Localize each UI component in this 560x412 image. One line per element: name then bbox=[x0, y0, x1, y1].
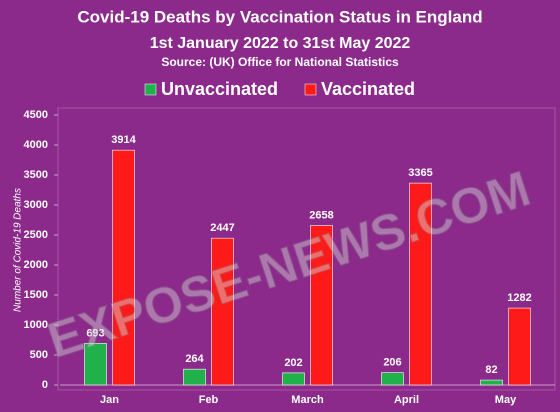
bar bbox=[310, 225, 333, 386]
bar bbox=[381, 372, 404, 386]
bar bbox=[84, 343, 107, 386]
chart-title: Covid-19 Deaths by Vaccination Status in… bbox=[77, 7, 482, 26]
bar bbox=[480, 379, 503, 386]
bar bbox=[183, 368, 206, 386]
legend-swatch bbox=[144, 83, 157, 96]
bar bbox=[409, 182, 432, 386]
data-label: 202 bbox=[284, 357, 302, 369]
data-label: 3365 bbox=[408, 167, 432, 179]
x-tick-label: May bbox=[495, 394, 517, 406]
data-label: 2447 bbox=[210, 222, 234, 234]
x-tick-label: April bbox=[394, 394, 419, 406]
data-label: 264 bbox=[185, 353, 204, 365]
y-tick-label: 0 bbox=[42, 379, 48, 391]
y-tick-label: 3000 bbox=[24, 199, 48, 211]
y-tick-label: 3500 bbox=[24, 169, 48, 181]
bar bbox=[112, 149, 135, 386]
legend-swatch bbox=[304, 83, 317, 96]
plot-border bbox=[57, 107, 556, 391]
y-tick-label: 2500 bbox=[24, 229, 48, 241]
bar bbox=[211, 237, 234, 386]
y-tick-label: 500 bbox=[30, 349, 48, 361]
x-tick-label: Jan bbox=[100, 394, 119, 406]
data-label: 206 bbox=[383, 357, 401, 369]
bar bbox=[282, 372, 305, 386]
x-tick-label: Feb bbox=[199, 394, 219, 406]
data-label: 2658 bbox=[309, 209, 333, 221]
data-label: 1282 bbox=[507, 292, 531, 304]
legend-label: Unvaccinated bbox=[161, 79, 278, 99]
data-label: 693 bbox=[86, 327, 104, 339]
chart-subtitle: 1st January 2022 to 31st May 2022 bbox=[150, 35, 411, 52]
y-tick-label: 1000 bbox=[24, 319, 48, 331]
data-label: 3914 bbox=[111, 134, 136, 146]
bar bbox=[508, 307, 531, 386]
y-tick-label: 4500 bbox=[24, 109, 48, 121]
y-tick-label: 2000 bbox=[24, 259, 48, 271]
legend-label: Vaccinated bbox=[321, 79, 415, 99]
y-axis-label: Number of Covid-19 Deaths bbox=[13, 188, 24, 312]
y-tick-label: 4000 bbox=[24, 139, 48, 151]
y-tick-label: 1500 bbox=[24, 289, 48, 301]
x-tick-label: March bbox=[291, 394, 324, 406]
source: Source: (UK) Office for National Statist… bbox=[161, 55, 399, 69]
data-label: 82 bbox=[485, 364, 497, 376]
